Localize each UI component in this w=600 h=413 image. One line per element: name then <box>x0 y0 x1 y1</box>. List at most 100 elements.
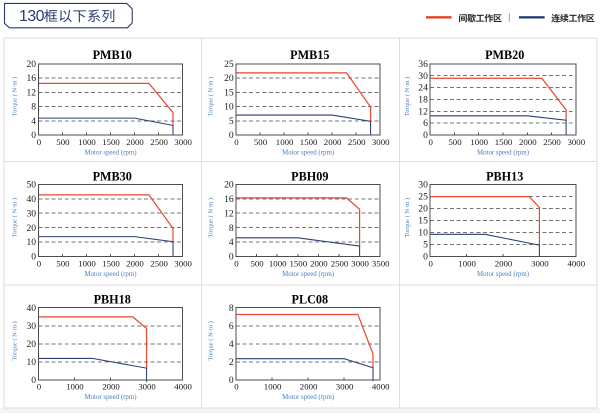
svg-text:Torque ( N·m ): Torque ( N·m ) <box>11 198 18 237</box>
svg-text:3000: 3000 <box>336 382 354 392</box>
svg-text:3000: 3000 <box>138 382 156 392</box>
svg-text:4: 4 <box>229 237 234 248</box>
svg-text:1000: 1000 <box>276 137 294 147</box>
svg-text:2500: 2500 <box>543 137 561 147</box>
svg-text:500: 500 <box>254 137 268 147</box>
svg-text:1500: 1500 <box>300 137 318 147</box>
svg-text:0: 0 <box>229 252 234 263</box>
svg-text:0: 0 <box>229 375 234 386</box>
svg-text:500: 500 <box>56 258 70 268</box>
svg-text:36: 36 <box>418 59 428 70</box>
svg-text:25: 25 <box>224 59 234 70</box>
svg-text:12: 12 <box>27 87 37 98</box>
svg-text:0: 0 <box>31 252 36 263</box>
svg-text:Torque ( N·m ): Torque ( N·m ) <box>208 321 215 360</box>
svg-text:20: 20 <box>418 204 428 215</box>
svg-text:25: 25 <box>418 192 428 203</box>
svg-text:1500: 1500 <box>495 137 513 147</box>
svg-text:Motor speed (rpm): Motor speed (rpm) <box>282 149 334 156</box>
svg-text:3000: 3000 <box>568 137 586 147</box>
svg-text:1000: 1000 <box>458 258 476 268</box>
svg-text:PBH18: PBH18 <box>94 293 131 307</box>
svg-text:10: 10 <box>27 237 37 248</box>
svg-text:4000: 4000 <box>174 382 192 392</box>
svg-text:30: 30 <box>27 321 37 332</box>
svg-text:1000: 1000 <box>66 382 84 392</box>
svg-text:PMB10: PMB10 <box>93 48 132 62</box>
svg-text:0: 0 <box>234 382 239 392</box>
svg-text:10: 10 <box>224 102 234 113</box>
svg-text:2: 2 <box>229 357 234 368</box>
svg-text:2500: 2500 <box>150 137 168 147</box>
svg-text:1500: 1500 <box>290 258 308 268</box>
svg-text:Motor speed (rpm): Motor speed (rpm) <box>477 271 529 278</box>
svg-text:20: 20 <box>224 179 234 190</box>
svg-text:12: 12 <box>418 106 428 117</box>
svg-text:2000: 2000 <box>519 137 537 147</box>
svg-text:4000: 4000 <box>372 382 390 392</box>
svg-text:20: 20 <box>27 223 37 234</box>
svg-text:10: 10 <box>27 357 37 368</box>
svg-text:1000: 1000 <box>470 137 488 147</box>
svg-text:6: 6 <box>423 118 428 129</box>
svg-text:0: 0 <box>428 137 433 147</box>
svg-text:0: 0 <box>31 375 36 386</box>
svg-text:Torque ( N·m ): Torque ( N·m ) <box>208 198 215 237</box>
svg-text:Motor speed (rpm): Motor speed (rpm) <box>84 394 136 401</box>
svg-text:4: 4 <box>31 116 36 127</box>
svg-text:0: 0 <box>37 382 42 392</box>
svg-text:PMB30: PMB30 <box>93 169 132 183</box>
svg-text:2500: 2500 <box>150 258 168 268</box>
svg-text:4000: 4000 <box>568 258 586 268</box>
svg-text:2000: 2000 <box>126 258 144 268</box>
svg-text:50: 50 <box>27 179 37 190</box>
svg-text:500: 500 <box>56 137 70 147</box>
svg-text:4: 4 <box>229 339 234 350</box>
svg-text:40: 40 <box>27 303 37 314</box>
svg-text:30: 30 <box>418 179 428 190</box>
svg-text:Torque ( N·m ): Torque ( N·m ) <box>208 77 215 116</box>
svg-text:20: 20 <box>224 73 234 84</box>
svg-text:8: 8 <box>31 102 36 113</box>
svg-text:1000: 1000 <box>78 258 96 268</box>
svg-text:0: 0 <box>423 252 428 263</box>
svg-text:3000: 3000 <box>531 258 549 268</box>
svg-text:1500: 1500 <box>102 137 120 147</box>
svg-text:0: 0 <box>229 130 234 141</box>
svg-text:15: 15 <box>418 216 428 227</box>
svg-text:10: 10 <box>418 228 428 239</box>
svg-text:3000: 3000 <box>174 137 192 147</box>
svg-text:8: 8 <box>229 223 234 234</box>
svg-text:16: 16 <box>224 194 234 205</box>
svg-text:PBH09: PBH09 <box>291 169 328 183</box>
svg-text:Motor speed (rpm): Motor speed (rpm) <box>282 271 334 278</box>
svg-text:2000: 2000 <box>300 382 318 392</box>
svg-text:40: 40 <box>27 194 37 205</box>
svg-text:20: 20 <box>27 339 37 350</box>
svg-text:18: 18 <box>418 95 428 106</box>
svg-text:Torque ( N·m ): Torque ( N·m ) <box>11 321 18 360</box>
svg-text:0: 0 <box>234 137 239 147</box>
svg-text:15: 15 <box>224 87 234 98</box>
svg-text:0: 0 <box>37 258 42 268</box>
svg-text:2000: 2000 <box>310 258 328 268</box>
svg-text:1000: 1000 <box>269 258 287 268</box>
svg-text:16: 16 <box>27 73 37 84</box>
svg-text:PBH13: PBH13 <box>486 169 523 183</box>
svg-text:PMB15: PMB15 <box>290 48 329 62</box>
svg-text:Torque ( N·m ): Torque ( N·m ) <box>11 77 18 116</box>
svg-text:24: 24 <box>418 83 428 94</box>
svg-text:0: 0 <box>31 130 36 141</box>
svg-text:6: 6 <box>229 321 234 332</box>
svg-text:8: 8 <box>229 303 234 314</box>
svg-text:Motor speed (rpm): Motor speed (rpm) <box>282 394 334 401</box>
svg-text:12: 12 <box>224 208 234 219</box>
svg-text:Motor speed (rpm): Motor speed (rpm) <box>84 149 136 156</box>
svg-text:Motor speed (rpm): Motor speed (rpm) <box>84 271 136 278</box>
svg-text:0: 0 <box>37 137 42 147</box>
svg-text:30: 30 <box>418 71 428 82</box>
svg-text:3000: 3000 <box>174 258 192 268</box>
svg-text:5: 5 <box>423 240 428 251</box>
svg-text:2500: 2500 <box>348 137 366 147</box>
svg-text:0: 0 <box>428 258 433 268</box>
